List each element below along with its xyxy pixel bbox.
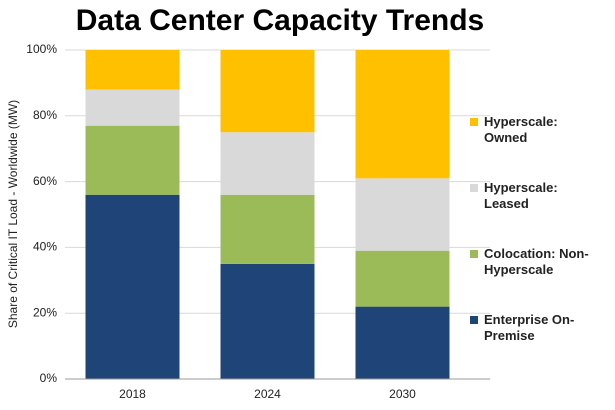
legend-swatch bbox=[470, 118, 478, 126]
bar-segment bbox=[355, 50, 450, 179]
legend-swatch bbox=[470, 250, 478, 258]
y-tick-label: 0% bbox=[40, 371, 58, 385]
bar-segment bbox=[85, 89, 180, 126]
bar-segment bbox=[220, 50, 315, 133]
bar-segment bbox=[85, 194, 180, 379]
legend-label: Hyperscale: Leased bbox=[484, 180, 558, 211]
y-tick-label: 40% bbox=[33, 240, 57, 254]
chart-title: Data Center Capacity Trends bbox=[76, 4, 484, 37]
bar-segment bbox=[355, 250, 450, 307]
legend-swatch bbox=[470, 184, 478, 192]
legend-swatch bbox=[470, 316, 478, 324]
x-tick-label: 2030 bbox=[389, 387, 416, 401]
bar-segment bbox=[220, 194, 315, 264]
bar-segment bbox=[355, 178, 450, 251]
bar-segment bbox=[355, 306, 450, 379]
y-tick-label: 100% bbox=[26, 42, 57, 56]
x-tick-label: 2018 bbox=[119, 387, 146, 401]
legend-label: Enterprise On-Premise bbox=[484, 312, 575, 343]
x-tick-label: 2024 bbox=[254, 387, 281, 401]
y-tick-label: 80% bbox=[33, 108, 57, 122]
y-axis-label: Share of Critical IT Load - Worldwide (M… bbox=[6, 100, 20, 328]
bar-segment bbox=[220, 263, 315, 379]
bar-segment bbox=[85, 50, 180, 90]
bar-segment bbox=[85, 125, 180, 195]
legend-label: Hyperscale: Owned bbox=[484, 114, 558, 145]
bar-segment bbox=[220, 132, 315, 195]
y-tick-label: 60% bbox=[33, 174, 57, 188]
legend-label: Colocation: Non-Hyperscale bbox=[484, 246, 589, 277]
y-tick-label: 20% bbox=[33, 305, 57, 319]
